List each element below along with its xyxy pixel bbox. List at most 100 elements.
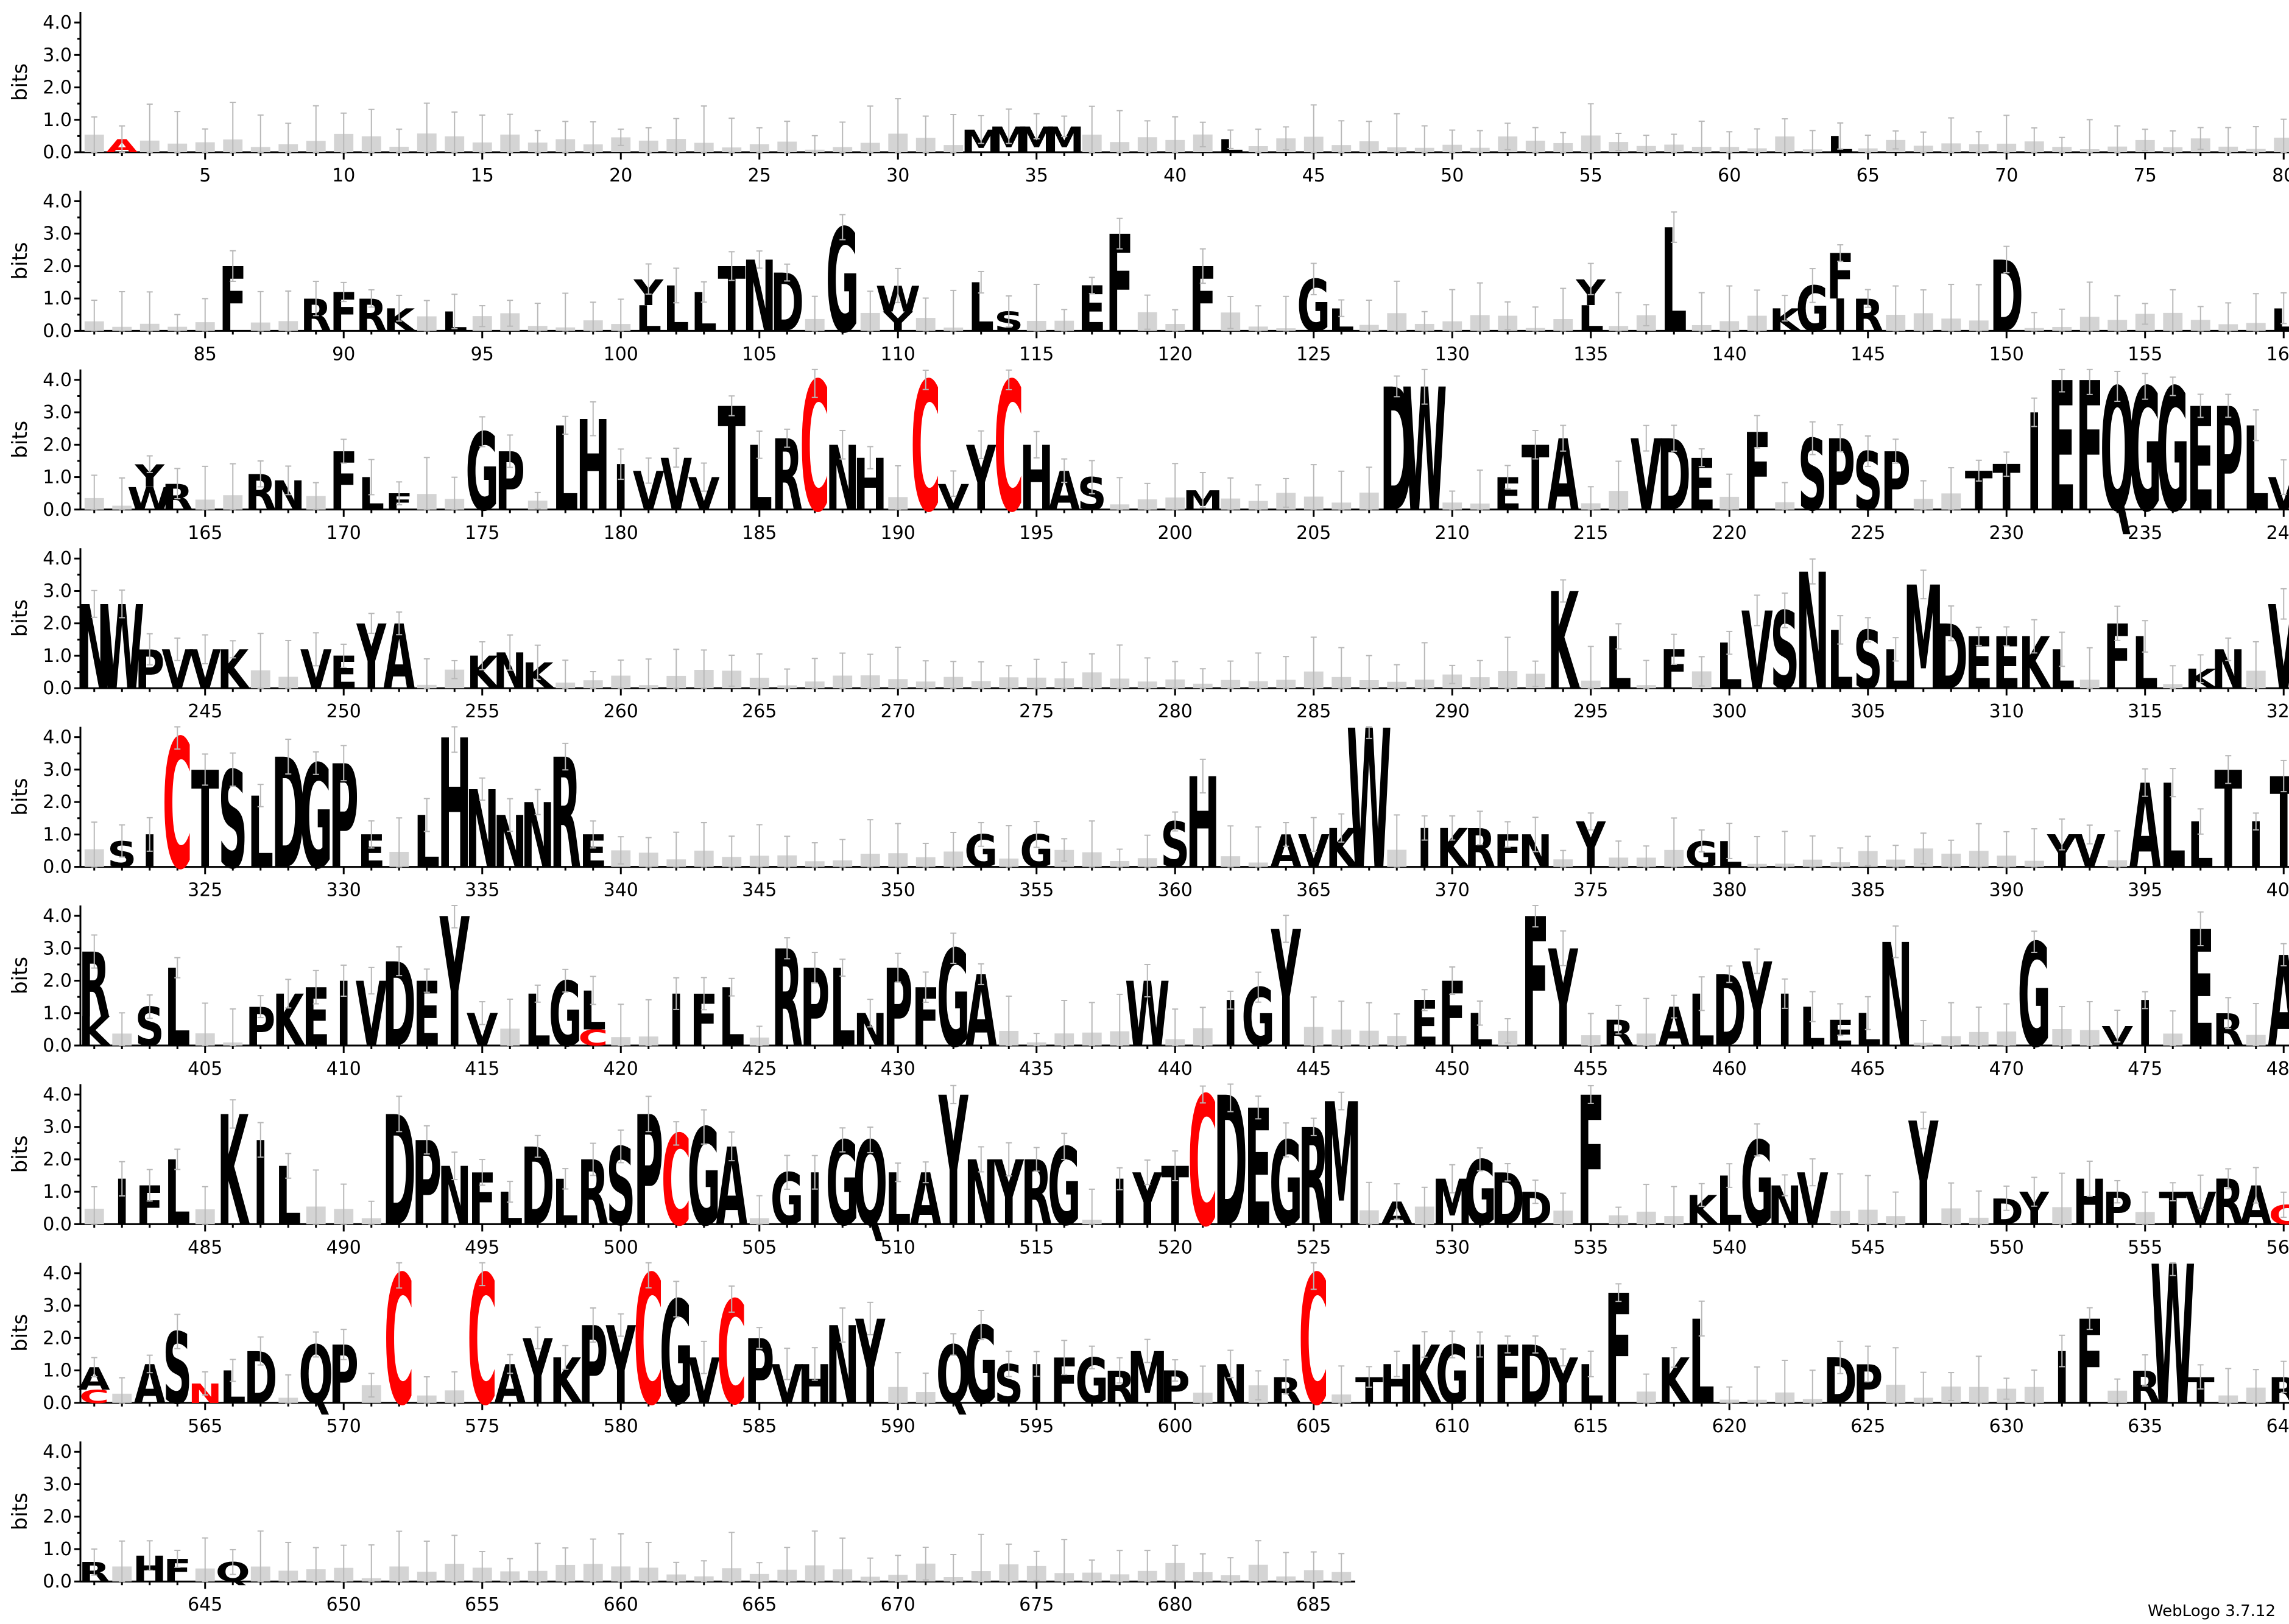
y-tick-label: 0.0 — [43, 1571, 72, 1592]
y-tick-label: 0.0 — [43, 1393, 72, 1414]
residue-glyph: K — [1325, 818, 1358, 880]
y-tick-label: 1.0 — [43, 1539, 72, 1560]
x-tick-label: 410 — [326, 1058, 361, 1080]
x-tick-label: 180 — [604, 522, 638, 544]
x-tick-label: 670 — [881, 1594, 915, 1615]
x-tick-label: 625 — [1850, 1416, 1885, 1437]
x-tick-label: 90 — [332, 343, 355, 365]
y-tick-label: 4.0 — [43, 370, 72, 391]
x-tick-label: 360 — [1158, 880, 1193, 901]
x-tick-label: 305 — [1850, 701, 1885, 722]
x-tick-label: 510 — [881, 1237, 915, 1258]
x-tick-label: 165 — [188, 522, 222, 544]
x-tick-label: 240 — [2266, 522, 2289, 544]
x-tick-label: 635 — [2128, 1416, 2162, 1437]
y-tick-label: 2.0 — [43, 1327, 72, 1349]
x-tick-label: 455 — [1573, 1058, 1608, 1080]
residue-glyph: K — [272, 980, 305, 1063]
x-tick-label: 370 — [1435, 880, 1470, 901]
x-tick-label: 135 — [1573, 343, 1608, 365]
y-tick-label: 1.0 — [43, 467, 72, 488]
residue-glyph: K — [2185, 664, 2218, 695]
y-axis-label: bits — [8, 957, 32, 994]
logo-row-2: 0.01.02.03.04.0bits85FR90FRKL95100LYLLT1… — [8, 191, 2289, 365]
x-tick-label: 95 — [471, 343, 494, 365]
y-tick-label: 3.0 — [43, 1117, 72, 1138]
x-tick-label: 30 — [886, 165, 909, 186]
x-tick-label: 20 — [609, 165, 632, 186]
x-tick-label: 280 — [1158, 701, 1193, 722]
x-tick-label: 70 — [1995, 165, 2018, 186]
y-tick-label: 0.0 — [43, 1035, 72, 1056]
y-axis-label: bits — [8, 1314, 32, 1352]
x-tick-label: 185 — [742, 522, 777, 544]
residue-glyph: W — [127, 481, 172, 517]
residue-glyph: K — [1686, 1187, 1719, 1234]
x-tick-label: 495 — [465, 1237, 499, 1258]
x-tick-label: 340 — [604, 880, 638, 901]
y-tick-label: 0.0 — [43, 320, 72, 342]
y-tick-label: 4.0 — [43, 1441, 72, 1463]
x-tick-label: 250 — [326, 701, 361, 722]
residue-glyph: V — [2268, 581, 2289, 715]
x-tick-label: 595 — [1019, 1416, 1054, 1437]
residue-glyph: K — [1547, 566, 1580, 720]
residue-glyph: L — [1578, 298, 1604, 340]
x-tick-label: 485 — [188, 1237, 222, 1258]
x-tick-label: 620 — [1712, 1416, 1747, 1437]
x-tick-label: 75 — [2134, 165, 2157, 186]
y-tick-label: 4.0 — [43, 191, 72, 212]
x-tick-label: 475 — [2128, 1058, 2162, 1080]
x-tick-label: 565 — [188, 1416, 222, 1437]
x-tick-label: 255 — [465, 701, 499, 722]
x-tick-label: 660 — [604, 1594, 638, 1615]
x-tick-label: 245 — [188, 701, 222, 722]
x-tick-label: 290 — [1435, 701, 1470, 722]
residue-glyph: Y — [883, 307, 914, 337]
residue-glyph: K — [1658, 1346, 1691, 1418]
x-tick-label: 460 — [1712, 1058, 1747, 1080]
residue-glyph: C — [79, 1387, 109, 1407]
residue-glyph: K — [549, 1346, 582, 1418]
residue-glyph: K — [2019, 623, 2051, 705]
x-tick-label: 550 — [1989, 1237, 2024, 1258]
y-axis-label: bits — [8, 1492, 32, 1530]
x-tick-label: 10 — [332, 165, 355, 186]
x-tick-label: 275 — [1019, 701, 1054, 722]
x-tick-label: 160 — [2266, 343, 2289, 365]
x-tick-label: 230 — [1989, 522, 2024, 544]
x-tick-label: 270 — [881, 701, 915, 722]
x-tick-label: 675 — [1019, 1594, 1054, 1615]
y-tick-label: 1.0 — [43, 824, 72, 845]
x-tick-label: 320 — [2266, 701, 2289, 722]
x-tick-label: 150 — [1989, 343, 2024, 365]
x-tick-label: 65 — [1857, 165, 1880, 186]
y-tick-label: 3.0 — [43, 580, 72, 602]
y-tick-label: 4.0 — [43, 905, 72, 927]
x-tick-label: 375 — [1573, 880, 1608, 901]
x-tick-label: 310 — [1989, 701, 2024, 722]
residue-glyph: W — [1347, 691, 1392, 913]
y-axis-label: bits — [8, 1135, 32, 1173]
y-tick-label: 1.0 — [43, 288, 72, 309]
x-tick-label: 215 — [1573, 522, 1608, 544]
x-tick-label: 115 — [1019, 343, 1054, 365]
x-tick-label: 110 — [881, 343, 915, 365]
y-tick-label: 1.0 — [43, 645, 72, 667]
x-tick-label: 325 — [188, 880, 222, 901]
x-tick-label: 520 — [1158, 1237, 1193, 1258]
x-tick-label: 505 — [742, 1237, 777, 1258]
x-tick-label: 450 — [1435, 1058, 1470, 1080]
x-tick-label: 210 — [1435, 522, 1470, 544]
x-tick-label: 80 — [2272, 165, 2289, 186]
residue-glyph: K — [1409, 1329, 1442, 1422]
x-tick-label: 585 — [742, 1416, 777, 1437]
x-tick-label: 655 — [465, 1594, 499, 1615]
x-tick-label: 155 — [2128, 343, 2162, 365]
